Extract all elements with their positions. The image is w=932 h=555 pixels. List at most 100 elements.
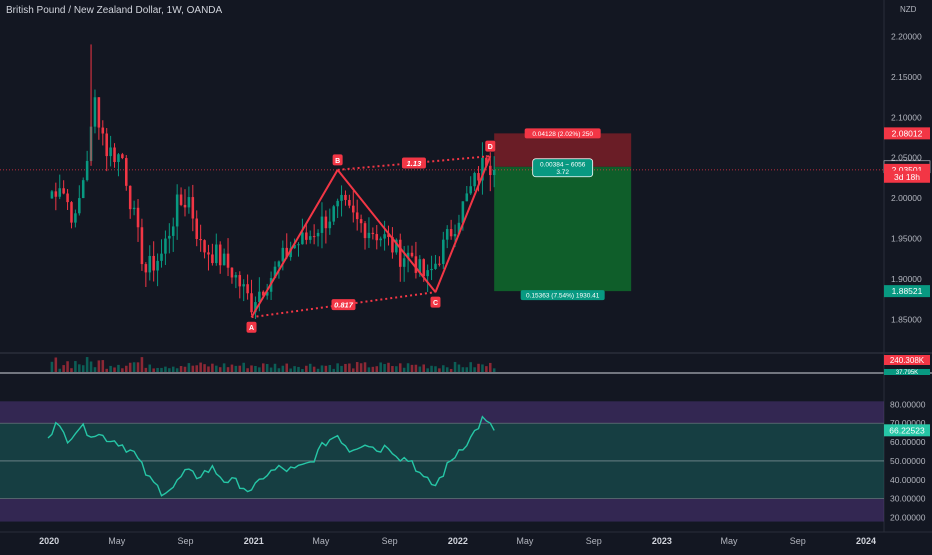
volume-bar: [391, 366, 394, 372]
candle-body: [308, 236, 312, 240]
volume-bar: [289, 368, 292, 372]
candle-body: [160, 253, 163, 261]
volume-bar: [105, 368, 108, 372]
volume-bar: [250, 365, 253, 372]
volume-bar: [273, 363, 277, 372]
candle-body: [336, 200, 339, 207]
candle-body: [332, 206, 335, 222]
volume-bar: [50, 361, 54, 372]
candle-body: [261, 291, 265, 296]
candle-body: [485, 157, 488, 166]
candle-body: [449, 229, 453, 237]
candle-body: [355, 212, 359, 220]
candle-body: [132, 207, 136, 210]
volume-bar: [305, 365, 308, 372]
currency-label: NZD: [900, 5, 917, 14]
volume-bar: [97, 360, 101, 372]
pattern-leg-CD: [434, 155, 492, 293]
pattern-point-label-D: D: [488, 144, 493, 151]
candle-body: [324, 216, 328, 229]
time-tick-label: Sep: [178, 536, 194, 546]
candle-body: [242, 284, 245, 287]
volume-bar: [261, 363, 265, 372]
volume-bar: [328, 365, 332, 372]
candle-body: [152, 255, 155, 271]
volume-bar: [336, 363, 339, 372]
rsi-tick-label: 20.00000: [890, 513, 926, 523]
price-tick-label: 2.05000: [891, 153, 922, 163]
candle-body: [183, 204, 187, 208]
volume-bar: [160, 367, 163, 372]
entry-info-label-1: 0.00384 ~ 6056: [540, 161, 586, 168]
volume-bar: [132, 362, 136, 372]
stop-info-tag: [524, 128, 601, 139]
entry-info-label-2: 3.72: [556, 169, 569, 176]
candle-body: [453, 234, 457, 237]
candle-body: [258, 291, 261, 303]
price-tick-label: 1.90000: [891, 274, 922, 284]
volume-bar: [222, 363, 226, 372]
volume-bar: [477, 363, 480, 372]
candle-body: [281, 247, 285, 262]
price-badge-label-4: 1.88521: [892, 286, 923, 296]
candle-body: [222, 253, 226, 266]
volume-bar: [117, 364, 120, 372]
volume-bar: [285, 363, 289, 372]
price-tick-label: 1.95000: [891, 234, 922, 244]
volume-bar: [308, 363, 312, 372]
volume-bar: [218, 367, 222, 372]
time-tick-label: Sep: [382, 536, 398, 546]
candle-body: [352, 205, 355, 213]
volume-bar: [492, 368, 496, 372]
target-info-tag: [520, 290, 605, 301]
volume-bar: [422, 364, 426, 372]
stop-info-label: 0.04128 (2.02%) 250: [532, 131, 593, 138]
candle-body: [265, 291, 269, 296]
candle-body: [422, 259, 426, 277]
candle-body: [62, 188, 65, 194]
volume-bar: [70, 368, 73, 372]
volume-bar: [258, 367, 261, 372]
pattern-ratio-line-0: [251, 291, 436, 319]
candle-body: [199, 238, 202, 241]
candle-body: [58, 188, 62, 197]
rsi-tick-label: 50.00000: [890, 456, 926, 466]
volume-bar: [265, 364, 269, 372]
candle-body: [207, 252, 210, 255]
volume-bar: [234, 365, 238, 372]
volume-bar: [312, 366, 316, 372]
candle-body: [97, 97, 101, 128]
volume-bar: [66, 361, 69, 372]
volume-bar: [371, 366, 375, 372]
candle-body: [387, 234, 390, 237]
candle-body: [434, 263, 437, 269]
candle-body: [113, 147, 116, 162]
volume-badge-label-0: 240.308K: [890, 356, 925, 365]
price-badge-label-0: 2.08012: [892, 128, 923, 138]
time-tick-label: May: [312, 536, 330, 546]
volume-bar: [430, 365, 433, 372]
time-tick-label: 2024: [856, 536, 876, 546]
rsi-value-badge: [884, 424, 930, 437]
candle-body: [391, 236, 394, 253]
volume-bar: [481, 364, 484, 372]
volume-bar: [89, 361, 93, 372]
candle-body: [473, 173, 476, 187]
candle-body: [316, 232, 320, 237]
volume-bar: [395, 366, 398, 372]
volume-bar: [488, 362, 492, 372]
candle-body: [320, 216, 324, 233]
volume-bar: [195, 365, 198, 372]
volume-badge-1: [884, 369, 930, 375]
volume-bar: [316, 368, 320, 372]
candle-body: [457, 222, 461, 235]
volume-bar: [74, 361, 77, 372]
volume-bar: [140, 357, 144, 372]
time-tick-label: May: [516, 536, 534, 546]
volume-bar: [363, 362, 367, 372]
candle-body: [461, 201, 465, 223]
volume-bar: [152, 368, 155, 372]
volume-bar: [168, 368, 171, 372]
rsi-tick-label: 80.00000: [890, 399, 926, 409]
